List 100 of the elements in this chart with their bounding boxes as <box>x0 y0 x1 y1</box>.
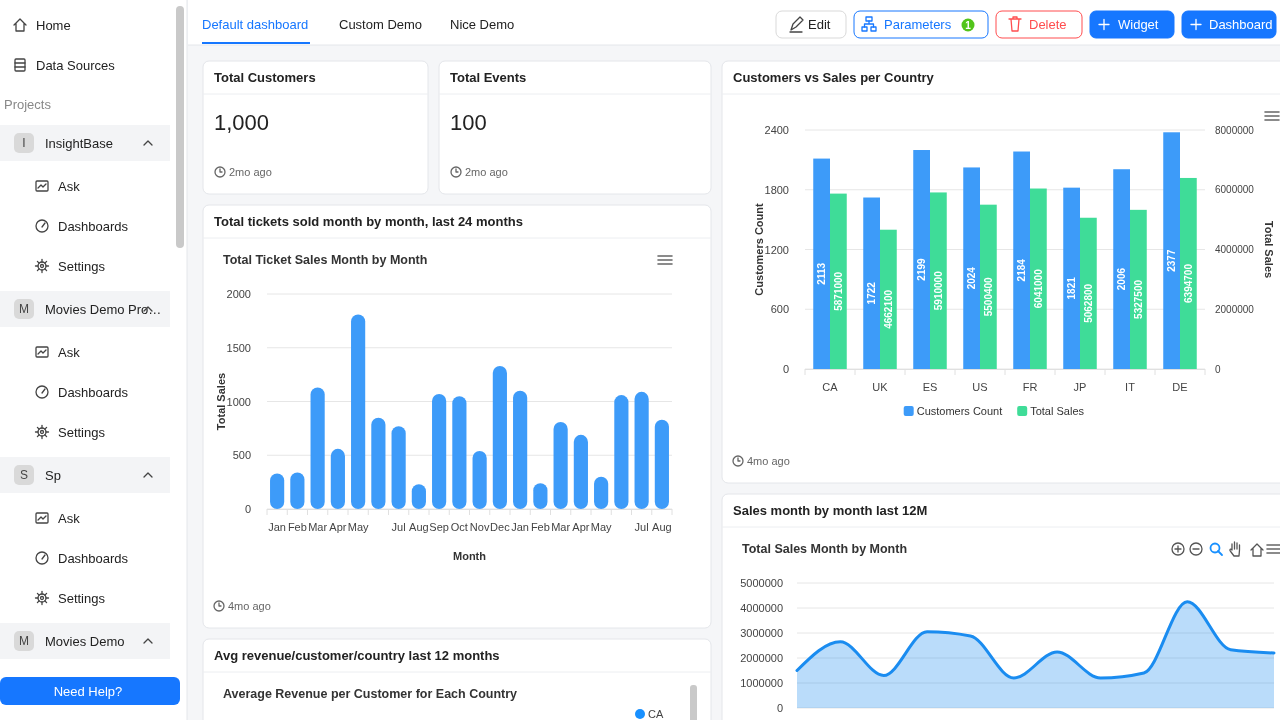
bar <box>391 426 406 509</box>
text: Ask <box>58 178 81 194</box>
y2-tick-label: 4000000 <box>1215 244 1255 256</box>
text: 2mo ago <box>465 166 508 178</box>
bar <box>290 472 305 509</box>
text: Dashboard <box>1209 16 1273 32</box>
x-tick-label: Aug <box>652 520 672 533</box>
chart-title: Customers vs Sales per Country <box>733 69 935 85</box>
data-label: 5062800 <box>1082 283 1094 323</box>
text: Delete <box>1029 16 1067 32</box>
chart-title: Sales month by month last 12M <box>733 502 928 518</box>
text: Movies Demo <box>45 633 125 649</box>
bar <box>634 391 649 509</box>
text: Total Events <box>450 69 527 85</box>
text: S <box>19 468 29 482</box>
x-tick-label: Oct <box>450 520 468 533</box>
y-tick-label: 1000000 <box>740 677 783 690</box>
text: Sp <box>45 467 61 483</box>
y2-axis-title: Total Sales <box>1263 220 1275 279</box>
x-tick-label: Jan <box>268 520 286 533</box>
text: Home <box>36 17 71 33</box>
text: 4mo ago <box>228 600 271 612</box>
x-tick-label: FR <box>1022 380 1038 393</box>
text: Nice Demo <box>450 16 515 32</box>
data-label: 6041000 <box>1032 268 1044 309</box>
data-label: 2024 <box>966 266 978 290</box>
y-tick-label: 0 <box>776 702 783 715</box>
x-tick-label: US <box>972 380 988 393</box>
x-tick-label: CA <box>822 380 839 393</box>
y-tick-label: 2400 <box>764 124 789 137</box>
x-tick-label: May <box>590 520 613 533</box>
text: 1 <box>965 19 972 31</box>
text: 100 <box>450 109 487 135</box>
y2-tick-label: 0 <box>1215 363 1221 375</box>
data-label: 5871000 <box>832 271 844 311</box>
text: Dashboards <box>58 218 129 234</box>
chart-title: Total tickets sold month by month, last 24 months <box>214 213 523 229</box>
data-label: 4662100 <box>882 289 894 329</box>
text: M <box>19 634 29 648</box>
chart-subtitle: Total Sales Month by Month <box>742 542 908 556</box>
x-tick-label: Jan <box>511 520 529 533</box>
y-tick-label: 3000000 <box>740 627 783 640</box>
text: Custom Demo <box>339 16 423 32</box>
y-tick-label: 0 <box>244 503 251 516</box>
text: Parameters <box>884 16 952 32</box>
text: Avg revenue/customer/country last 12 months <box>214 647 500 663</box>
y-tick-label: 5000000 <box>740 577 783 590</box>
y-tick-label: 1500 <box>226 341 251 354</box>
text: Projects <box>4 96 52 112</box>
y2-tick-label: 8000000 <box>1215 124 1255 136</box>
bar <box>330 448 345 509</box>
bar <box>573 434 588 509</box>
data-label: 1821 <box>1066 276 1078 300</box>
text: I <box>22 136 26 150</box>
x-tick-label: May <box>347 520 370 533</box>
data-label: 5910000 <box>932 270 944 311</box>
data-label: 2006 <box>1116 267 1128 291</box>
bar <box>513 390 528 509</box>
x-tick-label: Feb <box>530 520 550 533</box>
text: Need Help? <box>53 683 123 699</box>
x-tick-label: Mar <box>551 520 571 533</box>
text: Settings <box>58 424 106 440</box>
bar <box>270 473 285 509</box>
y-tick-label: 2000 <box>226 288 251 301</box>
y-tick-label: 4000000 <box>740 602 783 615</box>
y-tick-label: 0 <box>782 363 789 376</box>
x-tick-label: Jul <box>391 520 406 533</box>
text: Widget <box>1118 16 1159 32</box>
data-label: 5327500 <box>1132 279 1144 319</box>
text: 1,000 <box>214 109 270 135</box>
y-axis-title: Customers Count <box>753 203 765 296</box>
legend-label: Total Sales <box>1030 405 1085 417</box>
y-tick-label: 600 <box>770 303 789 316</box>
y-tick-label: 500 <box>232 449 251 462</box>
y-tick-label: 1800 <box>764 183 789 196</box>
x-tick-label: DE <box>1172 380 1188 393</box>
data-label: 5500400 <box>982 276 994 317</box>
bar <box>472 450 487 509</box>
data-label: 2113 <box>816 262 828 285</box>
text: Average Revenue per Customer for Each Country <box>223 687 518 701</box>
data-label: 6394700 <box>1182 263 1194 303</box>
x-tick-label: JP <box>1073 380 1087 393</box>
text: Movies Demo Pro… <box>45 301 162 317</box>
text: Edit <box>808 16 831 32</box>
bar <box>553 421 568 509</box>
legend-label: Customers Count <box>916 405 1003 417</box>
text: 2mo ago <box>229 166 272 178</box>
bar <box>310 387 325 509</box>
y2-tick-label: 6000000 <box>1215 184 1255 196</box>
chart-subtitle: Total Ticket Sales Month by Month <box>223 253 428 267</box>
y-axis-title: Total Sales <box>215 372 227 431</box>
text: M <box>19 302 29 316</box>
bar <box>452 396 467 509</box>
x-tick-label: ES <box>922 380 938 393</box>
x-tick-label: Feb <box>287 520 307 533</box>
text: InsightBase <box>45 135 113 151</box>
text: Ask <box>58 510 81 526</box>
x-tick-label: UK <box>872 380 889 393</box>
text: Ask <box>58 344 81 360</box>
text: Settings <box>58 590 106 606</box>
